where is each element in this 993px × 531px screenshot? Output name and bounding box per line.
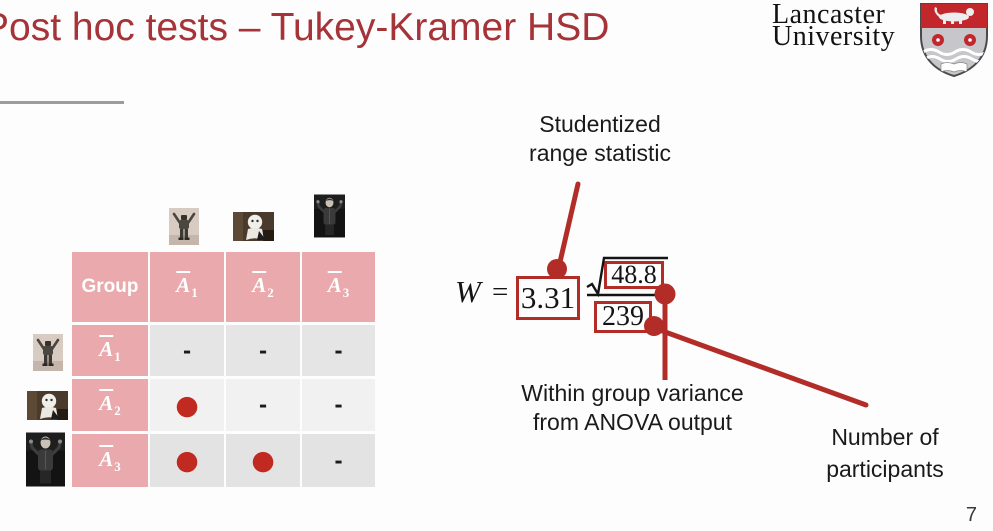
cell-a1-vs-a1: - (150, 325, 224, 376)
comparison-table: Group A1 A2 A3 A1 - - - A2 ● - - A3 ● ● … (72, 252, 375, 487)
col-a3-robot-image (314, 190, 345, 247)
cell-a2-vs-a3: - (302, 379, 375, 431)
variance-value: 48.8 (611, 260, 657, 289)
connector-studentized (557, 181, 581, 265)
row-a3-robot-image (26, 432, 65, 492)
row-a2-robot-image (27, 391, 68, 425)
lion-glyph (934, 7, 974, 24)
table-header-a1: A1 (150, 252, 224, 322)
header-group-label: Group (81, 276, 139, 297)
callout-variance: Within group variance from ANOVA output (521, 380, 744, 435)
title-underline (0, 101, 124, 104)
callout-participants: Number of participants (826, 424, 944, 482)
n-box: 239 (594, 301, 652, 333)
equals-sign: = (492, 276, 509, 308)
col-a2-robot-image (233, 212, 274, 246)
row-label-a2: A2 (72, 379, 148, 431)
no-comparison-dash: - (334, 393, 343, 417)
no-comparison-dash: - (258, 393, 268, 417)
wavy-chevron-glyph (922, 48, 987, 63)
cell-a2-vs-a1: ● (150, 379, 224, 431)
cell-a2-vs-a2: - (226, 379, 300, 431)
callout-studentized: Studentized range statistic (529, 111, 671, 166)
cell-a3-vs-a3: - (302, 434, 375, 487)
significance-dot: ● (251, 445, 275, 476)
header-a1-label: A (176, 273, 191, 297)
q-value: 3.31 (520, 280, 576, 315)
table-header-a2: A2 (226, 252, 300, 322)
q-value-box: 3.31 (516, 276, 580, 320)
cell-a3-vs-a1: ● (150, 434, 224, 487)
header-a3-label: A (327, 273, 342, 297)
variance-box: 48.8 (604, 260, 664, 289)
no-comparison-dash: - (334, 338, 343, 363)
logo-line-2: University (772, 21, 896, 52)
university-crest-icon (920, 3, 988, 78)
slide-title: Post hoc tests – Tukey-Kramer HSD (0, 6, 610, 49)
table-header-a3: A3 (302, 252, 375, 322)
row-a1-robot-image (33, 333, 63, 377)
no-comparison-dash: - (182, 338, 192, 363)
significance-dot: ● (175, 445, 199, 476)
cell-a3-vs-a2: ● (226, 434, 300, 487)
university-logo-text: Lancaster University (772, 0, 922, 52)
rose-glyphs (932, 34, 976, 46)
formula-w-symbol: W (455, 274, 481, 309)
row-label-a3: A3 (72, 434, 148, 487)
open-book-glyph (940, 62, 968, 73)
no-comparison-dash: - (258, 338, 268, 363)
no-comparison-dash: - (334, 448, 343, 473)
logo-line-1: Lancaster (772, 0, 886, 30)
row-label-a1: A1 (72, 325, 148, 376)
col-a1-robot-image (169, 208, 199, 250)
page-number: 7 (965, 504, 977, 526)
n-value: 239 (602, 301, 644, 332)
header-a2-label: A (252, 273, 267, 297)
cell-a1-vs-a2: - (226, 325, 300, 376)
table-header-group: Group (72, 252, 148, 322)
cell-a1-vs-a3: - (302, 325, 375, 376)
significance-dot: ● (175, 389, 199, 421)
